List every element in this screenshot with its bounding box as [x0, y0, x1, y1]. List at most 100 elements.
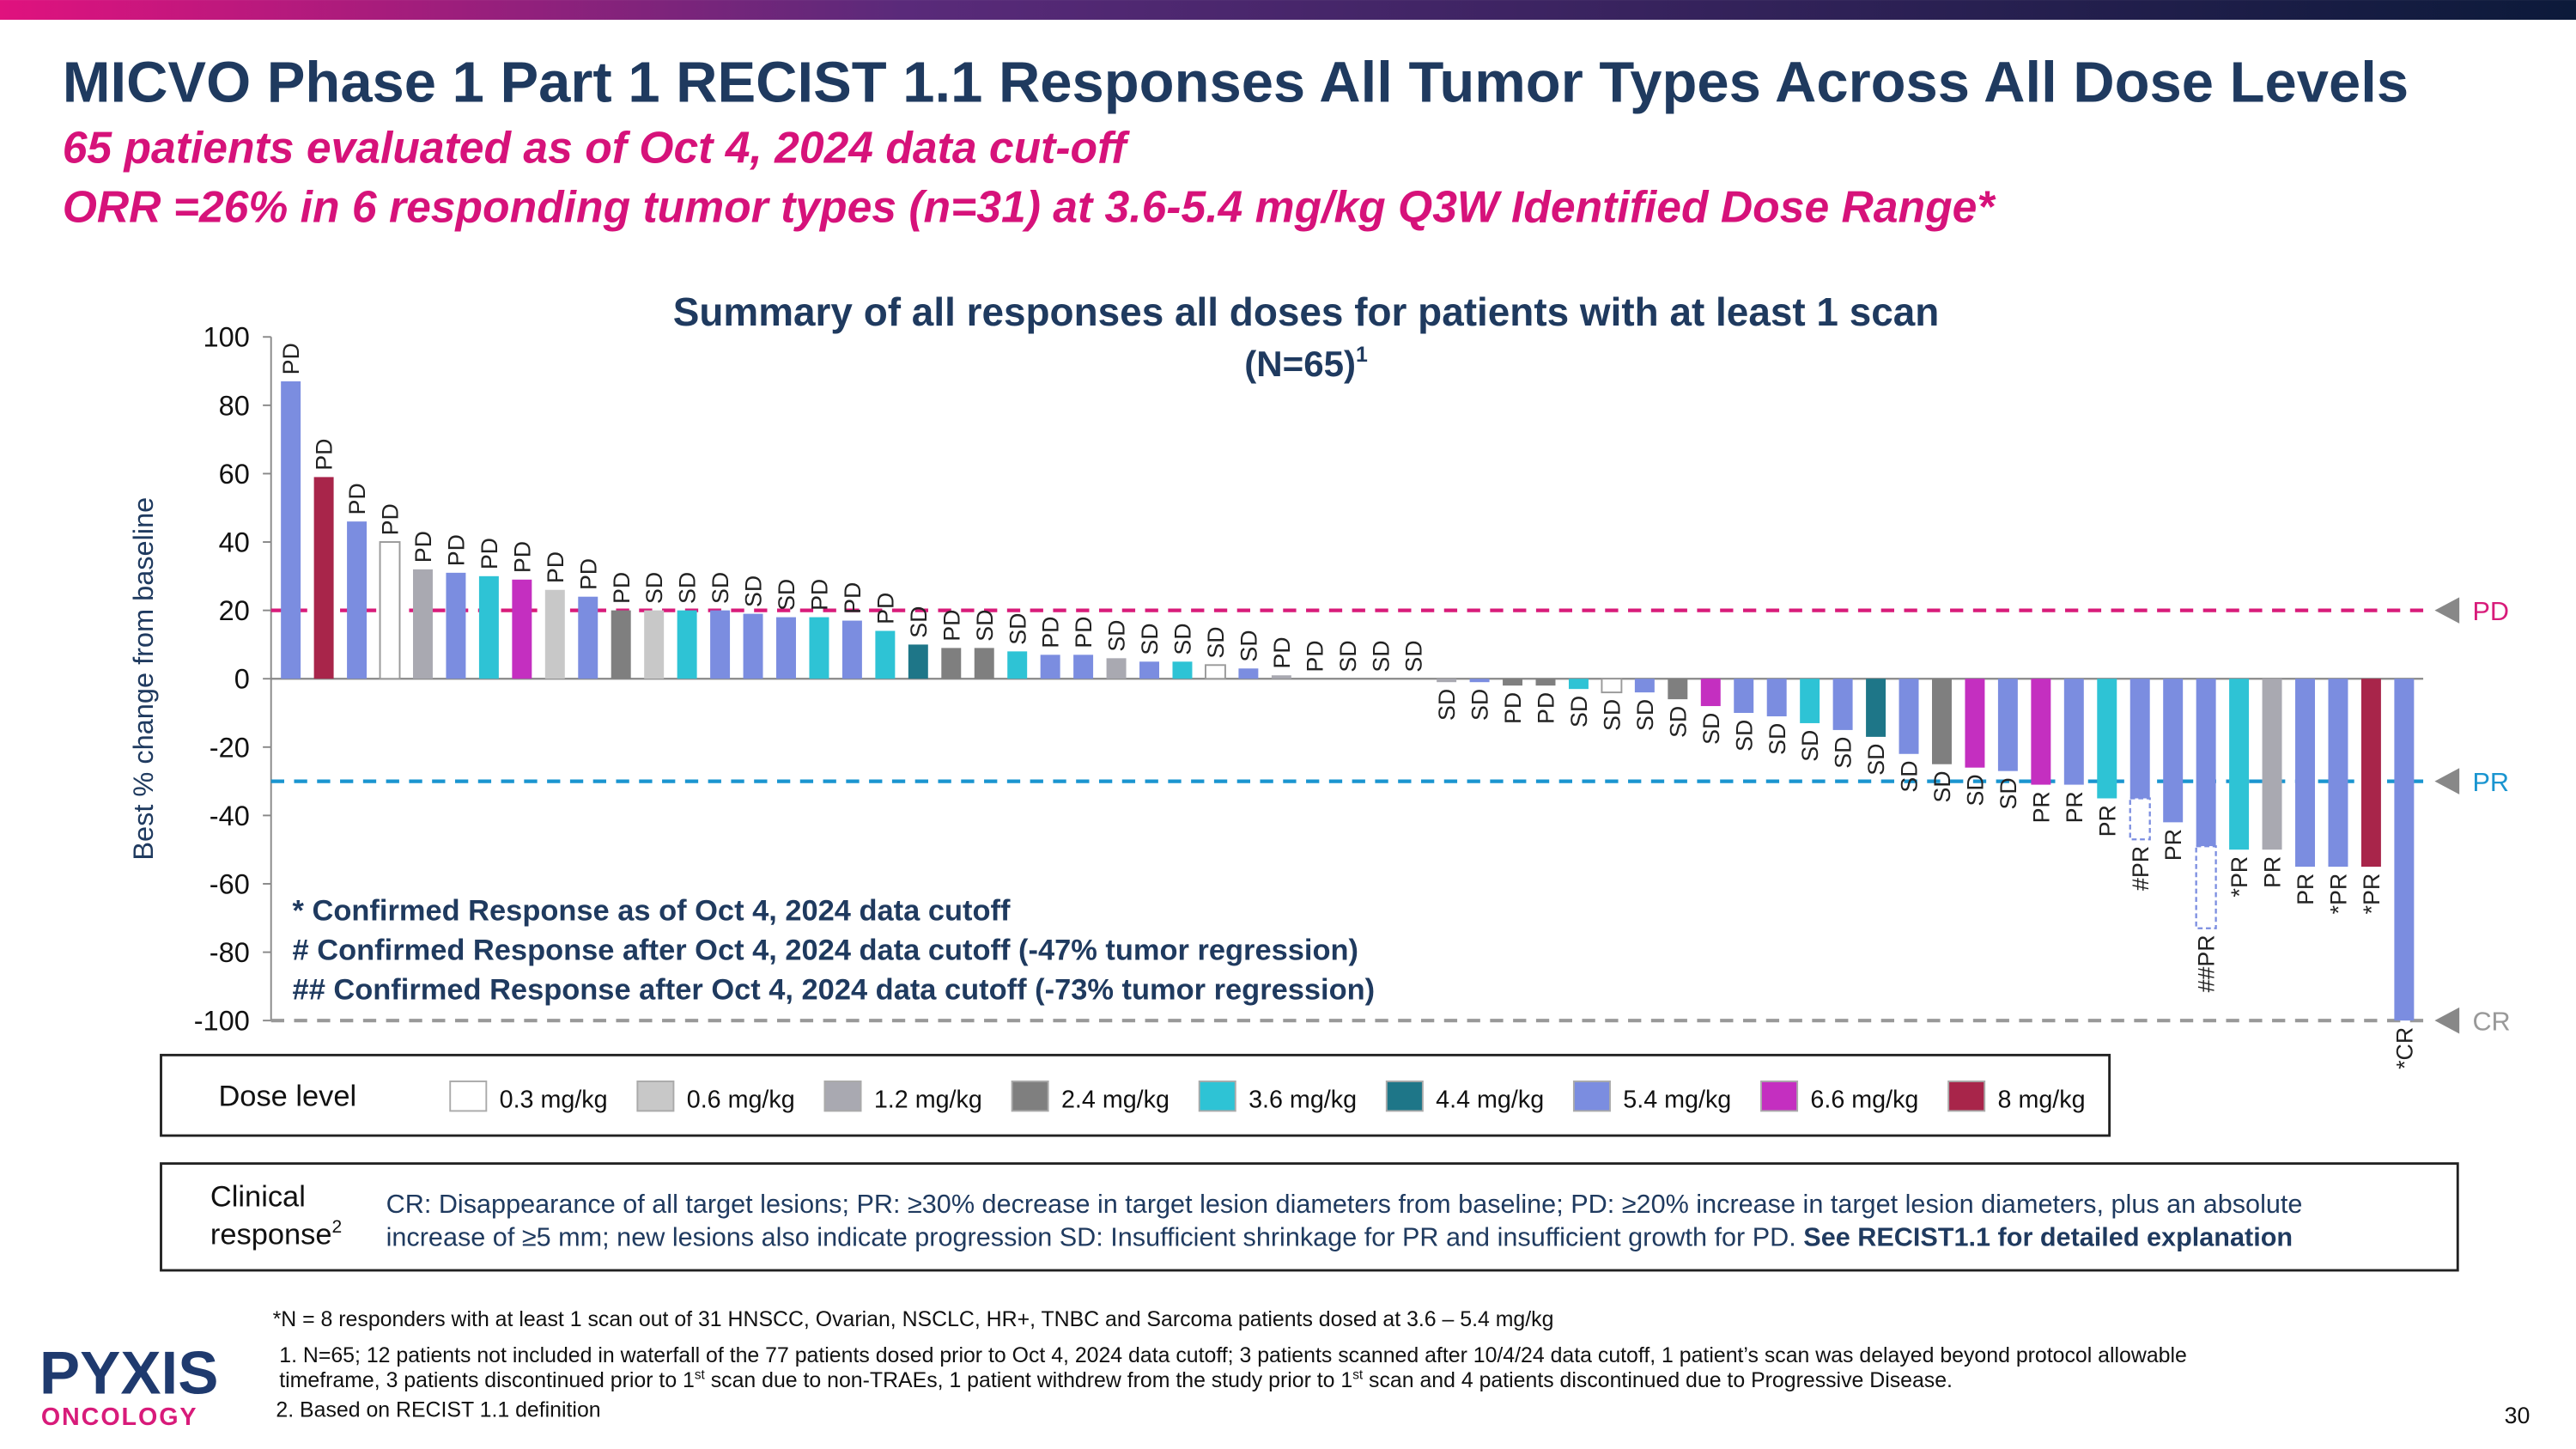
response-label: PD: [344, 483, 370, 514]
bar: [908, 644, 928, 679]
bar: [1106, 658, 1127, 679]
response-label: SD: [1104, 619, 1130, 651]
response-label: PD: [939, 610, 964, 642]
post-cutoff-bar: [2129, 797, 2151, 841]
sup: 2: [332, 1217, 343, 1237]
logo: PYXIS: [39, 1339, 219, 1407]
bar: [347, 521, 368, 679]
bar: [1469, 679, 1490, 683]
bar: [1271, 675, 1291, 679]
reference-label: CR: [2472, 1008, 2510, 1037]
y-tick-label: -20: [210, 732, 250, 763]
bar: [1437, 679, 1457, 683]
response-label: SD: [1929, 770, 1955, 802]
bar: [412, 569, 433, 679]
bar: [1800, 679, 1820, 723]
legend-box: [160, 1053, 2111, 1137]
legend-swatch: [449, 1081, 488, 1112]
bar: [1734, 679, 1754, 714]
reference-label: PD: [2472, 597, 2509, 626]
y-tick-label: 80: [219, 390, 250, 421]
reference-label: PR: [2472, 768, 2509, 797]
y-tick-label: -40: [210, 801, 250, 831]
response-label: SD: [1632, 699, 1658, 731]
response-label: SD: [1434, 689, 1460, 721]
bar: [1965, 679, 1985, 768]
response-label: SD: [1467, 689, 1493, 721]
bar: [710, 610, 731, 679]
legend-label: 2.4 mg/kg: [1061, 1087, 1170, 1114]
def-emphasis: See RECIST1.1 for detailed explanation: [1803, 1222, 2293, 1251]
bar: [1866, 679, 1886, 737]
legend-swatch: [1011, 1081, 1049, 1112]
response-label: SD: [1368, 640, 1394, 672]
response-label: SD: [1566, 696, 1592, 728]
response-label: SD: [1335, 640, 1361, 672]
response-label: PD: [378, 503, 404, 535]
footnote: 2. Based on RECIST 1.1 definition: [276, 1397, 600, 1422]
logo-sub: ONCOLOGY: [41, 1403, 198, 1431]
response-label: SD: [708, 572, 733, 604]
bar: [809, 617, 829, 679]
response-label: #PR: [2128, 846, 2154, 891]
y-tick-label: 20: [219, 595, 250, 626]
bar: [1766, 679, 1787, 716]
bar: [2295, 679, 2315, 868]
response-label: SD: [1599, 699, 1625, 731]
bar: [1832, 679, 1853, 730]
response-def: CR: Disappearance of all target lesions;…: [386, 1190, 2303, 1219]
response-box: [160, 1162, 2459, 1272]
response-label: PD: [1071, 617, 1097, 648]
bar: [544, 589, 565, 679]
response-label: PD: [840, 582, 866, 614]
legend-label: 0.6 mg/kg: [687, 1087, 795, 1114]
bar: [2394, 679, 2415, 1021]
response-label: PD: [1302, 640, 1327, 672]
response-label: *PR: [2326, 874, 2352, 915]
label-text: response: [210, 1218, 332, 1251]
y-axis-label: Best % change from baseline: [128, 497, 159, 861]
bar: [1997, 679, 2018, 771]
response-label: SD: [1831, 737, 1856, 769]
bar: [281, 381, 301, 679]
y-tick-label: 100: [204, 322, 250, 353]
legend-label: 4.4 mg/kg: [1436, 1087, 1544, 1114]
bar: [841, 620, 862, 679]
response-label: PD: [1038, 617, 1064, 648]
response-label: PR: [2260, 856, 2286, 888]
legend-label: 5.4 mg/kg: [1623, 1087, 1731, 1114]
bar: [379, 541, 401, 680]
bar: [1668, 679, 1688, 700]
bar: [478, 575, 499, 679]
bar: [677, 610, 697, 679]
response-label: PR: [2293, 874, 2318, 905]
response-label: PD: [543, 551, 568, 583]
bar: [644, 610, 665, 679]
legend-label: 8 mg/kg: [1998, 1087, 2086, 1114]
fn: scan due to non-TRAEs, 1 patient withdre…: [705, 1368, 1352, 1392]
response-label: Clinical: [210, 1180, 306, 1213]
legend-label: 1.2 mg/kg: [874, 1087, 982, 1114]
response-label: PR: [2028, 791, 2054, 823]
legend-swatch: [1385, 1081, 1424, 1112]
reference-arrow: [2434, 597, 2460, 624]
sup: 1: [1356, 343, 1368, 367]
bar: [2328, 679, 2348, 868]
response-label: SD: [1996, 777, 2021, 809]
chart-note: # Confirmed Response after Oct 4, 2024 d…: [293, 934, 1358, 966]
response-label: SD: [1797, 730, 1823, 762]
response-label: SD: [675, 572, 701, 604]
response-label: *PR: [2359, 874, 2385, 915]
y-tick-label: -80: [210, 937, 250, 968]
y-tick-label: -60: [210, 868, 250, 899]
bar: [1238, 668, 1259, 679]
top-band: [0, 0, 2576, 20]
response-label: *PR: [2227, 856, 2252, 898]
bar: [2129, 679, 2150, 799]
bar: [2229, 679, 2250, 850]
title: MICVO Phase 1 Part 1 RECIST 1.1 Response…: [63, 51, 2409, 115]
bar: [313, 477, 334, 679]
legend-swatch: [823, 1081, 862, 1112]
response-label: SD: [972, 610, 998, 642]
